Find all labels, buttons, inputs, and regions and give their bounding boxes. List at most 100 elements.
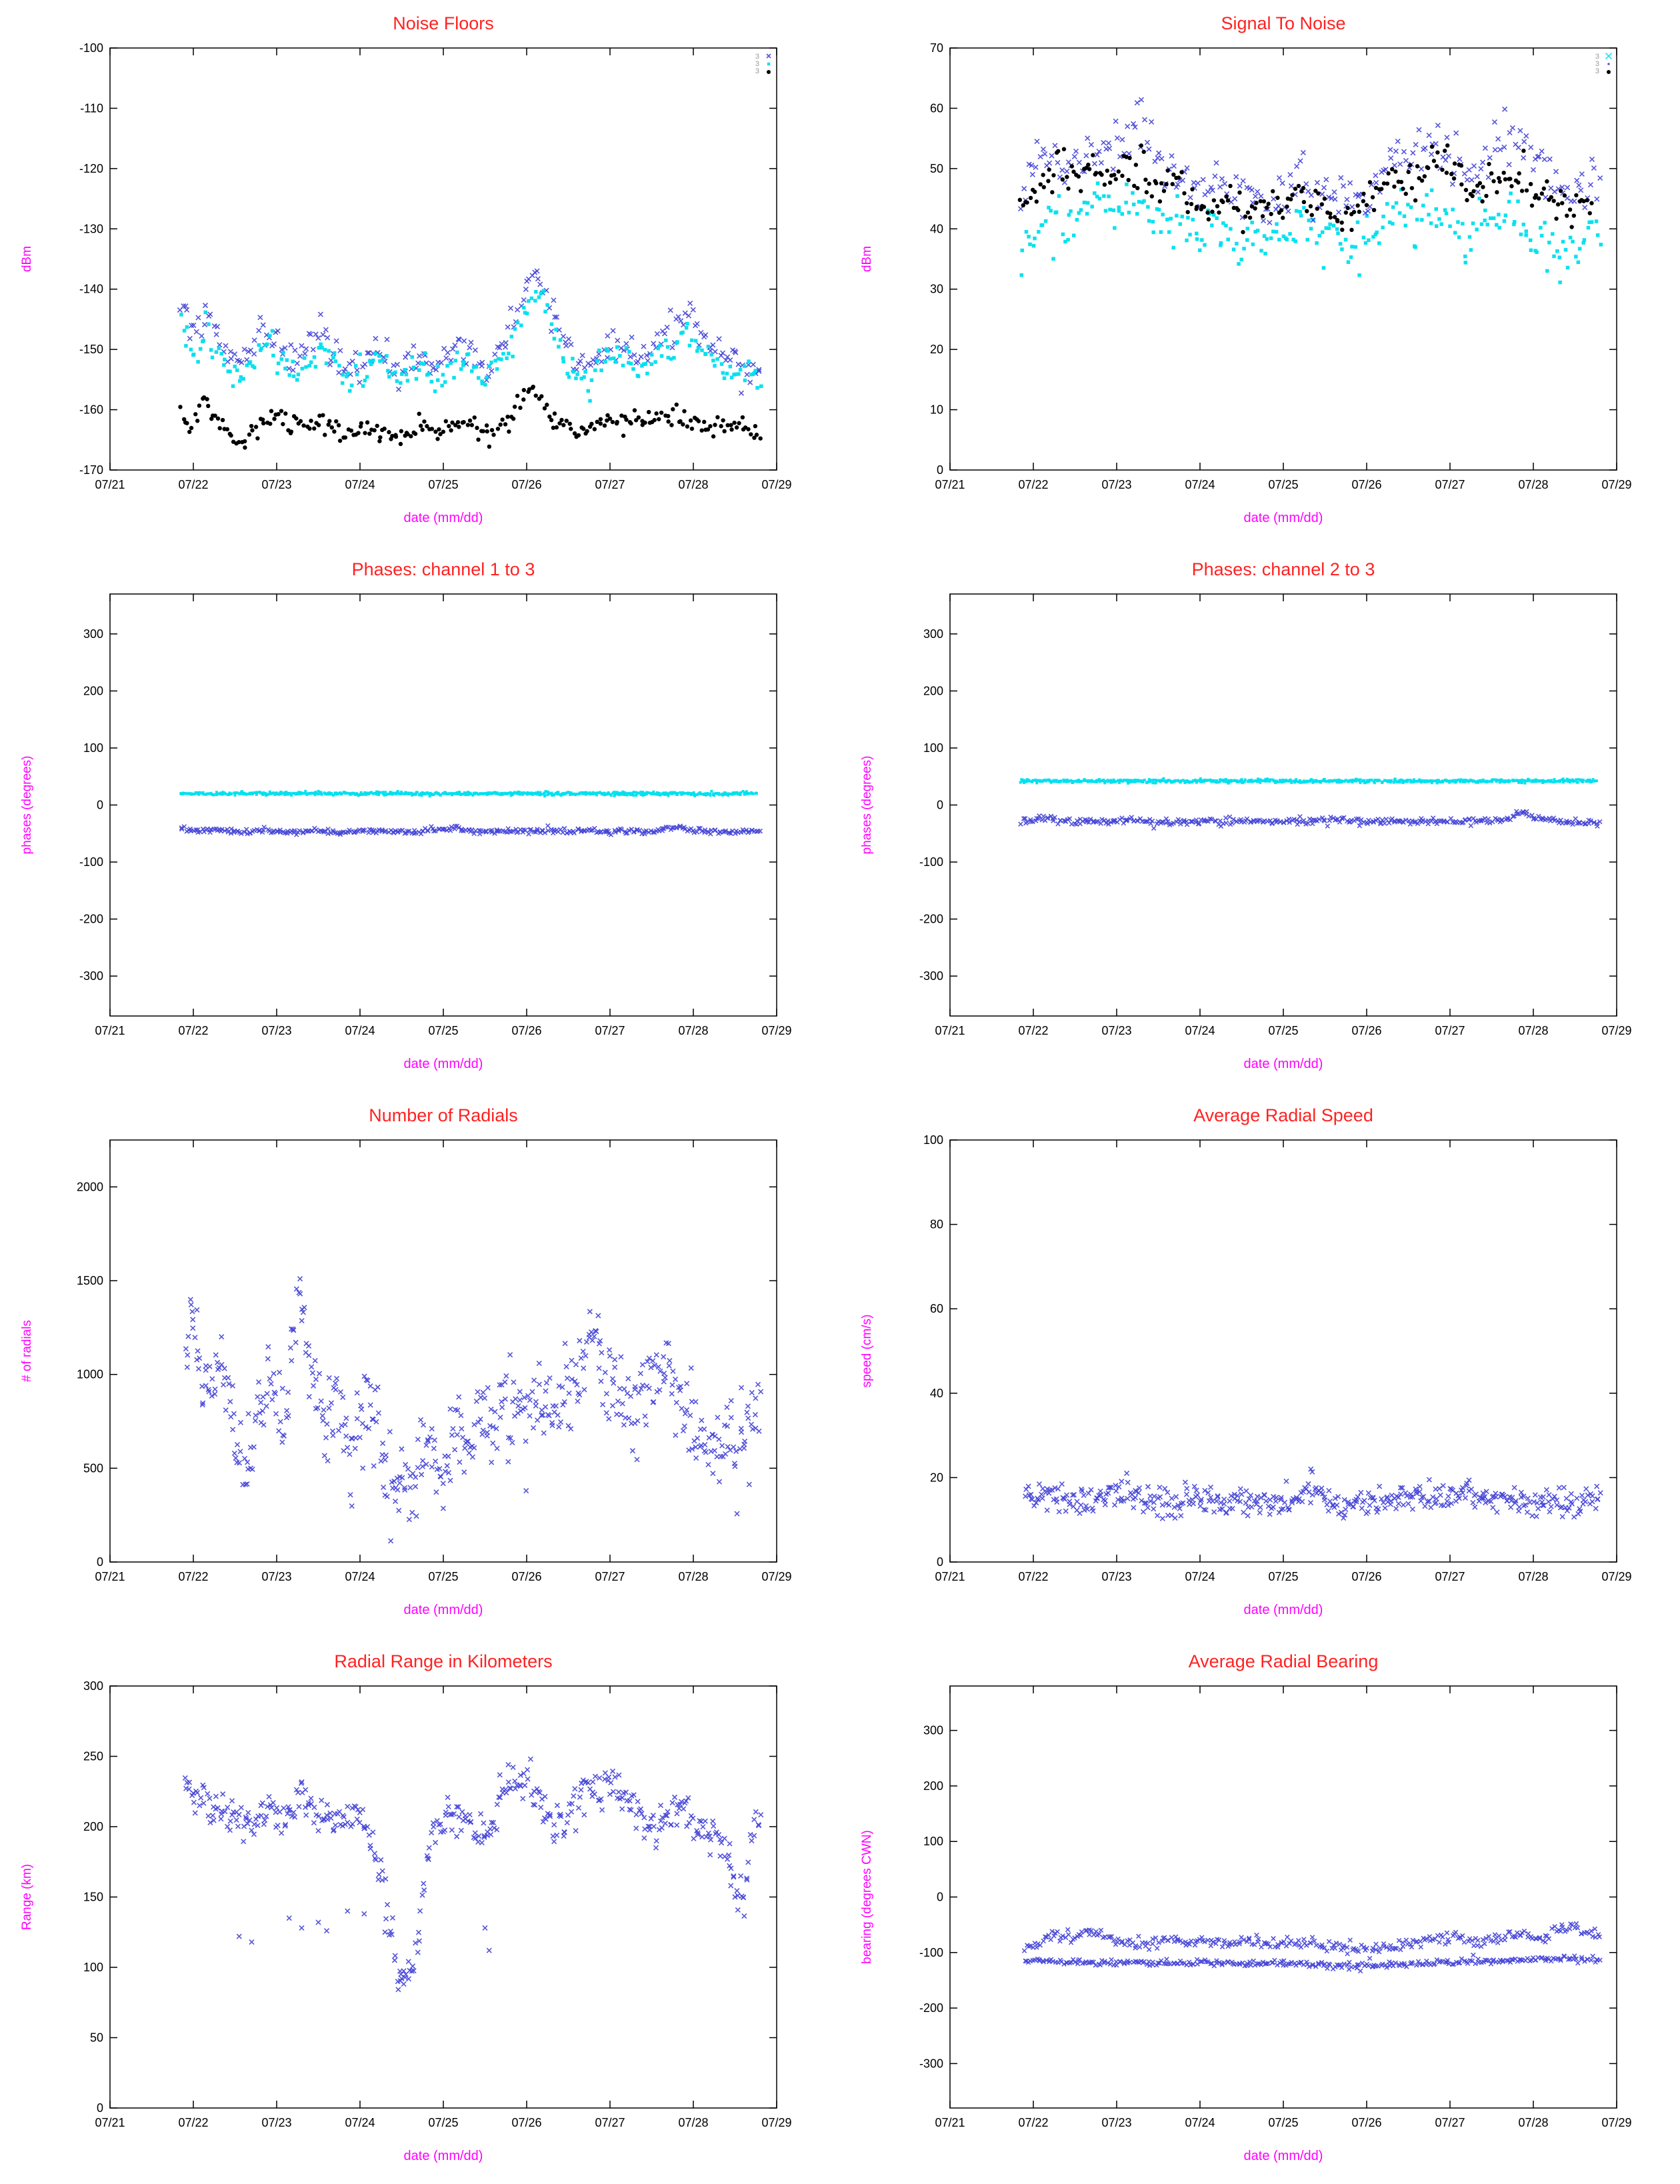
point	[451, 792, 455, 795]
point	[210, 793, 213, 796]
point	[367, 1402, 373, 1408]
point	[287, 1345, 293, 1351]
point	[712, 792, 715, 795]
x-tick-label: 07/26	[511, 1024, 541, 1037]
point	[561, 356, 565, 360]
x-axis-ticks: 07/21 07/22 07/23 07/24 07/25 07/26 07/27 07/28…	[95, 1686, 792, 2129]
point	[1565, 265, 1570, 270]
point	[1464, 177, 1470, 183]
point	[517, 1389, 523, 1395]
point	[1586, 225, 1591, 230]
point	[745, 1415, 751, 1421]
point	[323, 433, 327, 437]
point	[1051, 818, 1056, 824]
point	[245, 793, 248, 796]
y-tick-label: -130	[79, 222, 103, 235]
point	[1266, 777, 1269, 781]
point	[196, 360, 200, 364]
point	[440, 383, 444, 388]
point	[1325, 1508, 1331, 1514]
point	[1574, 255, 1578, 259]
point	[1279, 180, 1285, 186]
point	[1086, 819, 1092, 825]
point	[1020, 248, 1024, 253]
point	[1112, 818, 1118, 823]
point	[229, 826, 234, 832]
point	[1282, 779, 1285, 782]
point	[1089, 780, 1093, 783]
x-tick-label: 07/23	[261, 1024, 291, 1037]
point	[1331, 189, 1337, 195]
point	[1087, 779, 1091, 782]
point	[347, 389, 352, 393]
point	[1155, 207, 1159, 211]
point	[747, 379, 753, 385]
point	[433, 367, 439, 373]
point	[689, 338, 694, 343]
point	[1388, 155, 1394, 161]
point	[282, 791, 285, 795]
point	[1417, 176, 1421, 181]
point	[1261, 218, 1267, 224]
point	[268, 1381, 274, 1387]
point	[1124, 1470, 1130, 1477]
point	[1095, 195, 1099, 199]
point	[447, 1477, 453, 1483]
x-tick-label: 07/28	[1518, 1570, 1548, 1583]
chart-cell-radial-range-km: Radial Range in Kilometers 0 50 100 150 200 25…	[0, 1638, 840, 2184]
point	[733, 372, 738, 377]
point	[1337, 781, 1341, 784]
point	[201, 791, 205, 794]
point	[1381, 214, 1385, 219]
point	[257, 1410, 263, 1416]
point	[1151, 1506, 1157, 1512]
point	[324, 1801, 330, 1808]
point	[244, 357, 250, 363]
point	[1558, 280, 1562, 285]
point	[1382, 821, 1387, 826]
point	[1421, 203, 1425, 208]
point	[521, 1395, 527, 1401]
legend-label: 3	[1595, 67, 1599, 75]
point	[447, 1406, 453, 1412]
point	[1365, 1490, 1371, 1496]
point	[419, 1892, 425, 1898]
point	[561, 423, 566, 427]
point	[1187, 779, 1190, 783]
point	[1309, 1469, 1315, 1475]
point	[749, 432, 753, 437]
point	[1576, 781, 1579, 784]
point	[1371, 235, 1375, 239]
point	[437, 1466, 443, 1472]
point	[301, 1305, 307, 1311]
point	[1537, 196, 1541, 201]
point	[456, 337, 462, 343]
x-tick-label: 07/29	[761, 478, 791, 491]
point	[1114, 135, 1121, 141]
point	[1444, 211, 1449, 215]
plot-frame	[949, 1139, 1617, 1563]
point	[625, 792, 628, 795]
y-tick-label: 300	[83, 627, 103, 641]
point	[479, 1431, 485, 1437]
point	[1224, 223, 1228, 228]
point	[571, 830, 577, 836]
point	[293, 832, 299, 837]
point	[1474, 173, 1480, 179]
point	[1070, 1492, 1076, 1498]
point	[417, 1908, 423, 1914]
point	[613, 360, 618, 364]
point	[603, 1410, 609, 1416]
point	[243, 1816, 249, 1822]
point	[533, 1403, 539, 1409]
point	[250, 428, 255, 433]
point	[332, 793, 335, 797]
point	[1353, 779, 1356, 783]
point	[342, 1421, 348, 1427]
point	[1605, 53, 1612, 59]
point	[389, 791, 392, 794]
point	[1187, 195, 1193, 201]
point	[588, 791, 591, 795]
point	[261, 824, 267, 830]
point	[695, 349, 699, 353]
